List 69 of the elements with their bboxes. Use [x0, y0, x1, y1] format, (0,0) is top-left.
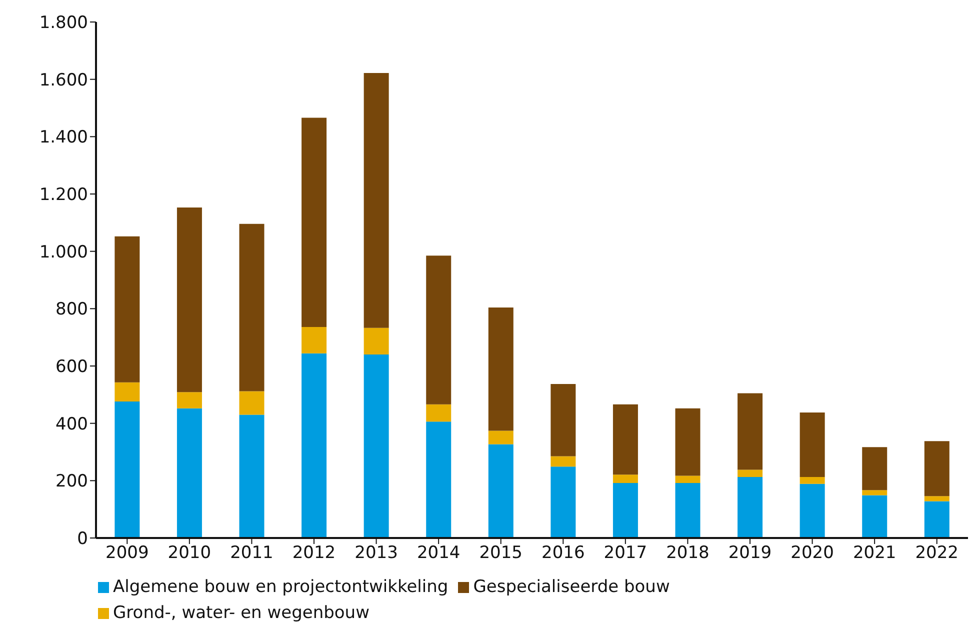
bar: [924, 496, 950, 502]
x-tick-label: 2020: [790, 543, 834, 564]
x-tick-label: 2019: [728, 543, 772, 564]
bar: [800, 476, 825, 484]
bar: [302, 118, 327, 328]
y-tick-label: 1.200: [39, 185, 88, 206]
bar: [114, 402, 140, 538]
bar: [239, 391, 264, 415]
bar: [862, 490, 888, 496]
bar: [612, 474, 638, 483]
bar: [675, 482, 700, 538]
bar: [675, 408, 700, 476]
y-tick-label: 600: [56, 357, 88, 378]
bar: [176, 408, 202, 538]
bar: [550, 384, 576, 456]
y-tick-label: 400: [56, 414, 88, 434]
bar: [612, 404, 638, 475]
bar: [302, 353, 327, 538]
bar: [738, 476, 763, 538]
legend-label: Grond-, water- en wegenbouw: [113, 603, 370, 623]
bar: [114, 236, 140, 382]
bar: [176, 392, 202, 408]
legend-label: Gespecialiseerde bouw: [473, 577, 670, 597]
x-tick-label: 2009: [106, 543, 149, 564]
y-tick-label: 0: [77, 529, 88, 550]
x-tick-label: 2017: [604, 543, 648, 564]
legend-label: Algemene bouw en projectontwikkeling: [113, 577, 448, 597]
bar: [550, 466, 576, 538]
bar: [738, 393, 763, 470]
bar: [862, 495, 888, 538]
x-tick-label: 2011: [230, 543, 274, 564]
bar: [114, 382, 140, 402]
bar: [488, 444, 514, 538]
bar: [364, 73, 389, 328]
y-tick-label: 800: [56, 300, 88, 320]
bar: [488, 308, 514, 431]
bar: [862, 447, 888, 490]
bar: [364, 354, 389, 538]
x-tick-label: 2022: [915, 543, 958, 564]
bar: [612, 482, 638, 538]
y-tick-label: 1.000: [39, 242, 88, 262]
x-tick-label: 2016: [542, 543, 585, 564]
x-tick-label: 2018: [666, 543, 710, 564]
bar: [800, 484, 825, 538]
bar: [426, 422, 452, 538]
bar: [924, 441, 950, 496]
bar: [426, 404, 452, 422]
bar: [675, 476, 700, 483]
bar: [426, 256, 452, 404]
x-tick-label: 2012: [292, 543, 336, 564]
x-tick-label: 2015: [479, 543, 522, 564]
bar: [239, 224, 264, 392]
bar: [302, 327, 327, 354]
bar: [550, 456, 576, 467]
bar: [800, 412, 825, 477]
y-tick-label: 200: [56, 472, 88, 492]
x-tick-label: 2010: [168, 543, 212, 564]
x-tick-label: 2014: [416, 543, 460, 564]
y-tick-label: 1.400: [39, 128, 88, 148]
bar: [364, 328, 389, 355]
y-tick-label: 1.800: [39, 13, 88, 34]
bar: [738, 470, 763, 477]
bar: [488, 430, 514, 444]
bar: [924, 501, 950, 538]
y-tick-label: 1.600: [39, 70, 88, 90]
bar: [176, 207, 202, 392]
x-tick-label: 2021: [852, 543, 896, 564]
bar: [239, 414, 264, 538]
x-tick-label: 2013: [354, 543, 398, 564]
